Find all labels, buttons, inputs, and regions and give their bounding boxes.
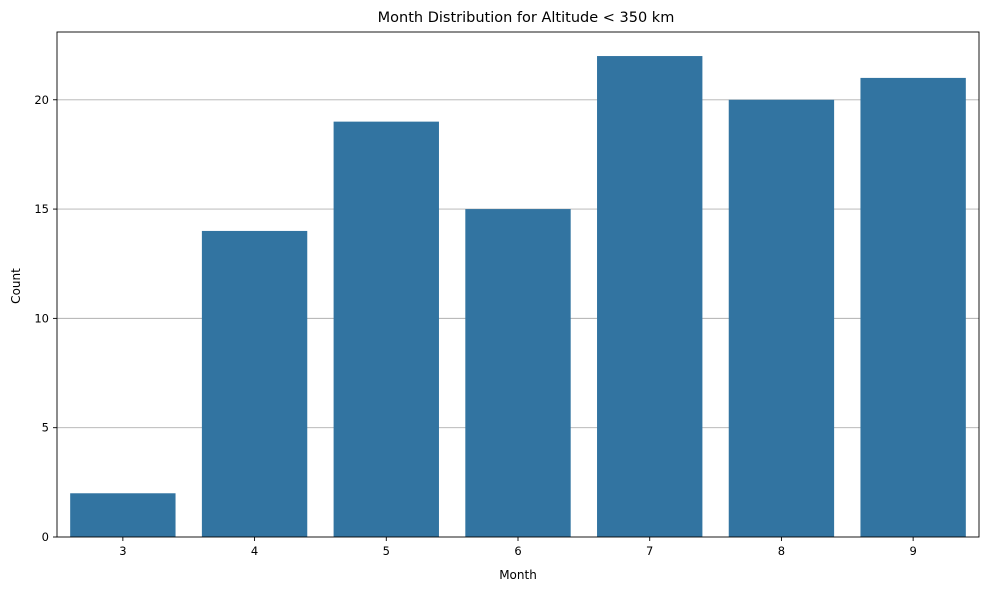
y-axis-label: Count [9, 268, 23, 304]
bar-month-9 [860, 77, 966, 537]
x-tick-label-5: 5 [383, 544, 390, 558]
bar-month-8 [728, 99, 835, 537]
bar-month-5 [333, 121, 439, 538]
y-tick-label-15: 15 [34, 202, 49, 216]
y-tick-label-20: 20 [34, 93, 49, 107]
chart-title: Month Distribution for Altitude < 350 km [378, 10, 675, 26]
x-tick-label-9: 9 [909, 544, 916, 558]
x-tick-label-4: 4 [251, 544, 258, 558]
x-tick-label-3: 3 [119, 544, 126, 558]
x-tick-label-6: 6 [514, 544, 521, 558]
bar-month-6 [465, 209, 571, 537]
axes [53, 31, 980, 541]
bars [70, 56, 966, 538]
bar-month-7 [597, 56, 703, 538]
x-axis-label: Month [499, 568, 537, 582]
y-tick-label-10: 10 [34, 311, 49, 325]
y-tick-label-5: 5 [42, 421, 49, 435]
x-tick-label-7: 7 [646, 544, 653, 558]
tick-labels: 0 5 10 15 20 3 4 5 6 7 8 9 [34, 93, 916, 558]
x-tick-label-8: 8 [778, 544, 785, 558]
y-tick-label-0: 0 [42, 530, 49, 544]
bar-month-4 [201, 230, 308, 537]
bar-month-3 [70, 493, 176, 537]
